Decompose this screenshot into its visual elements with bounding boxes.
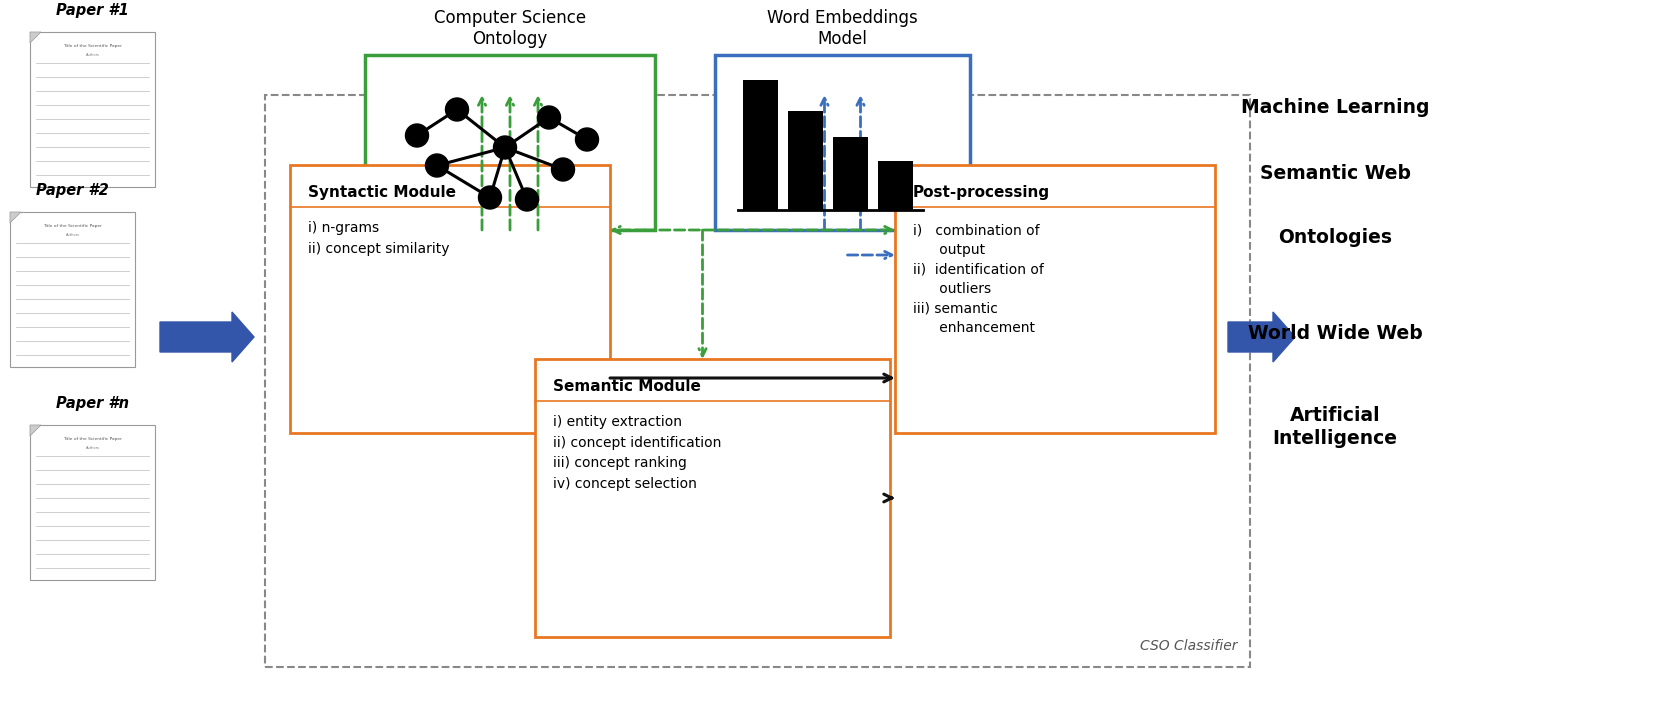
Text: Artificial
Intelligence: Artificial Intelligence [1273,406,1397,448]
Text: Syntactic Module: Syntactic Module [307,185,456,200]
Polygon shape [30,32,42,43]
Circle shape [493,136,516,159]
Text: Authors: Authors [85,53,100,57]
Bar [535,359,891,637]
Bar [10,212,135,367]
Text: i) entity extraction
ii) concept identification
iii) concept ranking
iv) concept: i) entity extraction ii) concept identif… [553,415,722,490]
Text: Word Embeddings
Model: Word Embeddings Model [767,9,917,48]
Text: i)   combination of
      output
ii)  identification of
      outliers
iii) sema: i) combination of output ii) identificat… [912,223,1044,335]
Text: Semantic Module: Semantic Module [553,379,700,394]
Circle shape [575,128,598,151]
Text: Authors: Authors [65,233,80,237]
Text: Authors: Authors [85,446,100,450]
FancyArrow shape [160,312,254,362]
Text: Semantic Web: Semantic Web [1260,164,1410,182]
Text: CSO Classifier: CSO Classifier [1141,639,1238,653]
Bar [30,32,155,187]
Bar [266,95,1250,667]
Text: Title of the Scientific Paper: Title of the Scientific Paper [43,224,102,228]
Text: Paper #2: Paper #2 [37,183,109,198]
Bar [877,161,912,210]
Text: Machine Learning: Machine Learning [1242,97,1429,117]
Circle shape [515,188,538,211]
Circle shape [478,186,501,209]
Text: Paper #1: Paper #1 [57,3,129,18]
Bar [896,165,1215,433]
Bar [789,112,824,210]
Polygon shape [10,212,22,223]
FancyArrow shape [1228,312,1295,362]
Circle shape [446,98,468,121]
Circle shape [426,154,448,177]
Polygon shape [30,425,42,436]
Text: Post-processing: Post-processing [912,185,1049,200]
Bar [715,55,969,230]
Circle shape [551,158,575,181]
Text: World Wide Web: World Wide Web [1248,323,1422,342]
Bar [744,80,779,210]
Bar [834,137,867,210]
Bar [291,165,610,433]
Text: Computer Science
Ontology: Computer Science Ontology [434,9,587,48]
Bar [30,425,155,580]
Text: Title of the Scientific Paper: Title of the Scientific Paper [63,44,122,48]
Text: i) n-grams
ii) concept similarity: i) n-grams ii) concept similarity [307,221,449,256]
Bar [364,55,655,230]
Text: Paper #n: Paper #n [57,396,129,411]
Circle shape [538,106,560,129]
Text: Ontologies: Ontologies [1278,227,1392,247]
Text: Title of the Scientific Paper: Title of the Scientific Paper [63,437,122,441]
Circle shape [406,124,428,147]
